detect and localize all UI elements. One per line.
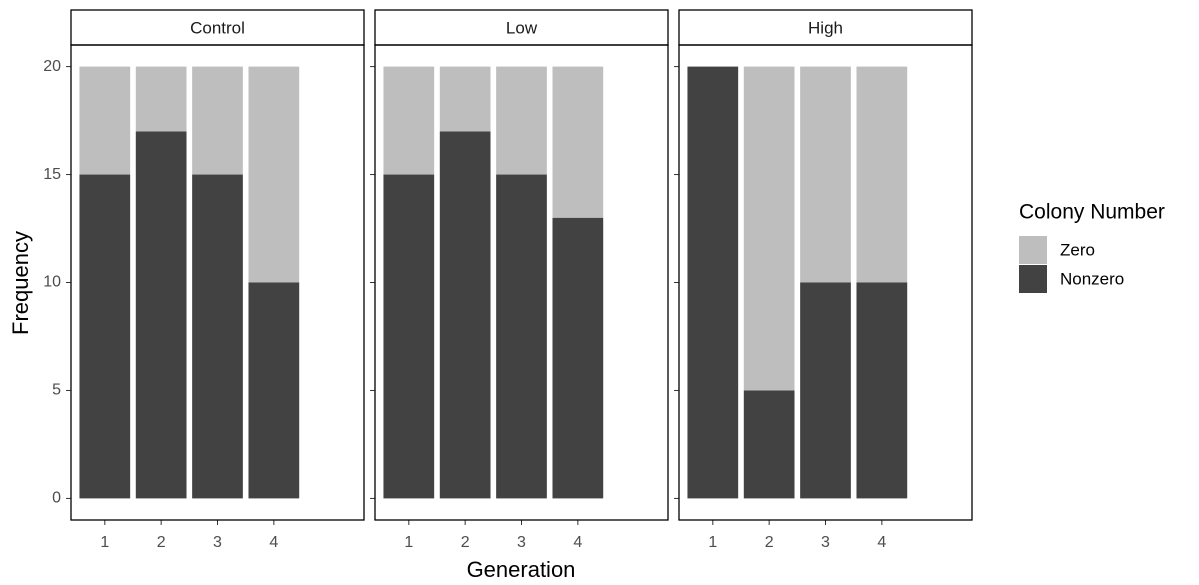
y-tick-label: 0: [52, 490, 61, 507]
panel-border: [374, 44, 669, 521]
bar-segment: [800, 282, 851, 499]
bar-segment: [383, 174, 435, 499]
y-tick-label: 10: [43, 274, 61, 291]
x-tick-label: 3: [821, 534, 830, 551]
y-tick-label: 15: [43, 166, 61, 183]
bar-segment: [800, 66, 851, 283]
bar-segment: [383, 66, 435, 175]
panel-border: [678, 44, 973, 521]
bar-segment: [135, 131, 187, 499]
bar-segment: [743, 390, 795, 499]
bar-segment: [192, 66, 243, 175]
legend-key: [1019, 265, 1047, 293]
bar-segment: [135, 66, 187, 132]
panel-border: [70, 44, 365, 521]
x-tick-label: 4: [269, 534, 278, 551]
bar-segment: [439, 131, 491, 499]
y-tick-label: 20: [43, 58, 61, 75]
bar-segment: [248, 66, 300, 283]
x-tick-label: 3: [213, 534, 222, 551]
bar-segment: [856, 282, 908, 499]
x-tick-label: 1: [100, 534, 109, 551]
bar-segment: [856, 66, 908, 283]
x-tick-label: 3: [517, 534, 526, 551]
bar-segment: [79, 174, 131, 499]
x-tick-label: 2: [157, 534, 166, 551]
legend-title: Colony Number: [1019, 201, 1165, 224]
x-tick-label: 4: [573, 534, 582, 551]
bar-segment: [248, 282, 300, 499]
bar-segment: [192, 174, 243, 499]
x-tick-label: 1: [708, 534, 717, 551]
x-axis-label: Generation: [467, 557, 576, 582]
x-tick-label: 2: [461, 534, 470, 551]
facet-title: Low: [506, 18, 538, 37]
bar-segment: [496, 174, 547, 499]
legend-label: Zero: [1060, 240, 1095, 259]
y-axis-label: Frequency: [8, 231, 33, 335]
y-tick-label: 5: [52, 382, 61, 399]
legend-label: Nonzero: [1060, 269, 1124, 288]
x-tick-label: 1: [404, 534, 413, 551]
bar-segment: [552, 66, 604, 218]
bar-segment: [687, 66, 739, 499]
facet-title: Control: [190, 18, 245, 37]
bar-segment: [552, 217, 604, 499]
x-tick-label: 4: [877, 534, 886, 551]
x-tick-label: 2: [765, 534, 774, 551]
facet-title: High: [808, 18, 843, 37]
strip: [374, 9, 669, 46]
bar-segment: [79, 66, 131, 175]
bar-segment: [743, 66, 795, 391]
bar-segment: [439, 66, 491, 132]
strip: [70, 9, 365, 46]
legend-key: [1019, 236, 1047, 264]
bar-segment: [496, 66, 547, 175]
